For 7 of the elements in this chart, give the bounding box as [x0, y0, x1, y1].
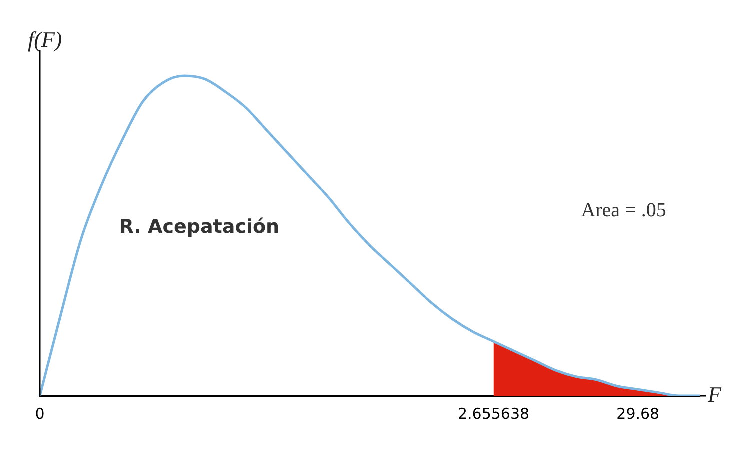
x-tick-label: 2.655638: [458, 404, 530, 423]
x-tick-label: 0: [35, 404, 45, 423]
annotation: R. Acepatación: [119, 216, 280, 238]
y-axis-title: f(F): [28, 26, 62, 52]
x-tick-label: 29.68: [616, 404, 660, 423]
annotation: Area = .05: [581, 199, 666, 222]
x-axis-title: F: [707, 382, 722, 407]
